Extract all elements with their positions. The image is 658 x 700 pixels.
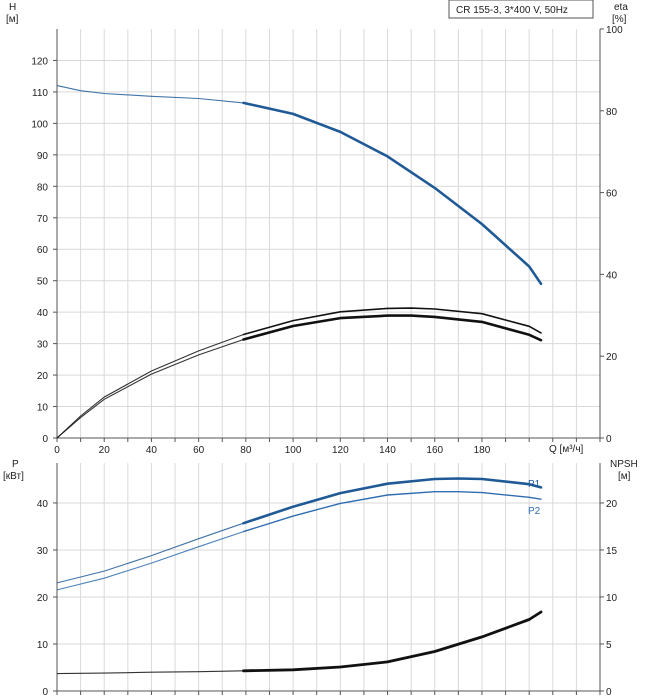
lower-right-axis-unit: [м] bbox=[618, 471, 631, 482]
left-tick-label: 110 bbox=[32, 88, 48, 99]
series-h-line bbox=[242, 101, 543, 286]
series-npsh-extension bbox=[56, 670, 244, 675]
right-tick-label: 20 bbox=[606, 499, 618, 510]
p1-series-label: P1 bbox=[528, 479, 541, 490]
right-tick-label: 10 bbox=[606, 593, 618, 604]
left-tick-label: 80 bbox=[37, 182, 49, 193]
left-tick-label: 20 bbox=[37, 593, 49, 604]
series-npsh-line bbox=[242, 610, 543, 673]
series-p1-extension bbox=[56, 522, 244, 584]
left-tick-label: 70 bbox=[37, 214, 49, 225]
title-box bbox=[448, 0, 594, 19]
lower-right-axis-label: NPSH bbox=[610, 459, 638, 470]
left-tick-label: 10 bbox=[37, 403, 49, 414]
labels-layer: CR 155-3, 3*400 V, 50Hz H [м] eta [%] P … bbox=[3, 0, 638, 517]
left-tick-label: 20 bbox=[37, 371, 49, 382]
axes-layer: 0102030405060708090100110120020406080100… bbox=[31, 25, 623, 698]
upper-left-axis-unit: [м] bbox=[6, 14, 19, 25]
right-tick-label: 40 bbox=[606, 270, 618, 281]
p2-series-label: P2 bbox=[528, 506, 541, 517]
left-tick-label: 0 bbox=[42, 434, 48, 445]
right-tick-label: 80 bbox=[606, 107, 618, 118]
upper-right-axis-label: eta bbox=[614, 2, 628, 13]
left-tick-label: 40 bbox=[37, 308, 49, 319]
left-tick-label: 90 bbox=[37, 151, 49, 162]
title-text: CR 155-3, 3*400 V, 50Hz bbox=[456, 5, 568, 16]
left-tick-label: 120 bbox=[31, 56, 48, 67]
series-eta-inner-extension bbox=[56, 338, 244, 439]
upper-right-axis-unit: [%] bbox=[612, 14, 627, 25]
x-tick-label: 120 bbox=[332, 445, 349, 456]
left-tick-label: 30 bbox=[37, 340, 49, 351]
right-tick-label: 20 bbox=[606, 352, 618, 363]
right-tick-label: 0 bbox=[606, 434, 612, 445]
grid-layer bbox=[57, 29, 600, 691]
right-tick-label: 15 bbox=[606, 546, 618, 557]
left-tick-label: 30 bbox=[37, 546, 49, 557]
lower-left-axis-unit: [кВт] bbox=[3, 471, 24, 482]
left-tick-label: 60 bbox=[37, 245, 49, 256]
left-tick-label: 10 bbox=[37, 640, 49, 651]
right-tick-label: 0 bbox=[606, 687, 612, 698]
series-h-extension bbox=[56, 85, 244, 104]
left-tick-label: 50 bbox=[37, 277, 49, 288]
series-eta-outer-extension bbox=[56, 333, 244, 439]
series-eta-outer-line bbox=[242, 307, 542, 336]
series-p1-line bbox=[242, 477, 543, 525]
x-tick-label: 80 bbox=[240, 445, 252, 456]
x-tick-label: 60 bbox=[193, 445, 205, 456]
right-tick-label: 100 bbox=[606, 25, 623, 36]
series-layer bbox=[56, 85, 543, 675]
series-p2-extension bbox=[56, 531, 244, 591]
x-tick-label: 40 bbox=[146, 445, 158, 456]
x-tick-label: 180 bbox=[474, 445, 491, 456]
upper-left-axis-label: H bbox=[9, 2, 16, 13]
series-p2-line bbox=[242, 491, 542, 533]
left-tick-label: 40 bbox=[37, 499, 49, 510]
lower-left-axis-label: P bbox=[12, 459, 19, 470]
right-tick-label: 5 bbox=[606, 640, 612, 651]
x-tick-label: 20 bbox=[99, 445, 111, 456]
x-tick-label: 0 bbox=[54, 445, 60, 456]
series-eta-inner-line bbox=[242, 314, 543, 342]
x-tick-label: 100 bbox=[285, 445, 302, 456]
x-tick-label: 160 bbox=[426, 445, 443, 456]
x-tick-label: 140 bbox=[379, 445, 396, 456]
right-tick-label: 60 bbox=[606, 189, 618, 200]
left-tick-label: 100 bbox=[31, 119, 48, 130]
x-axis-label: Q [м³/ч] bbox=[549, 444, 584, 455]
left-tick-label: 0 bbox=[42, 687, 48, 698]
